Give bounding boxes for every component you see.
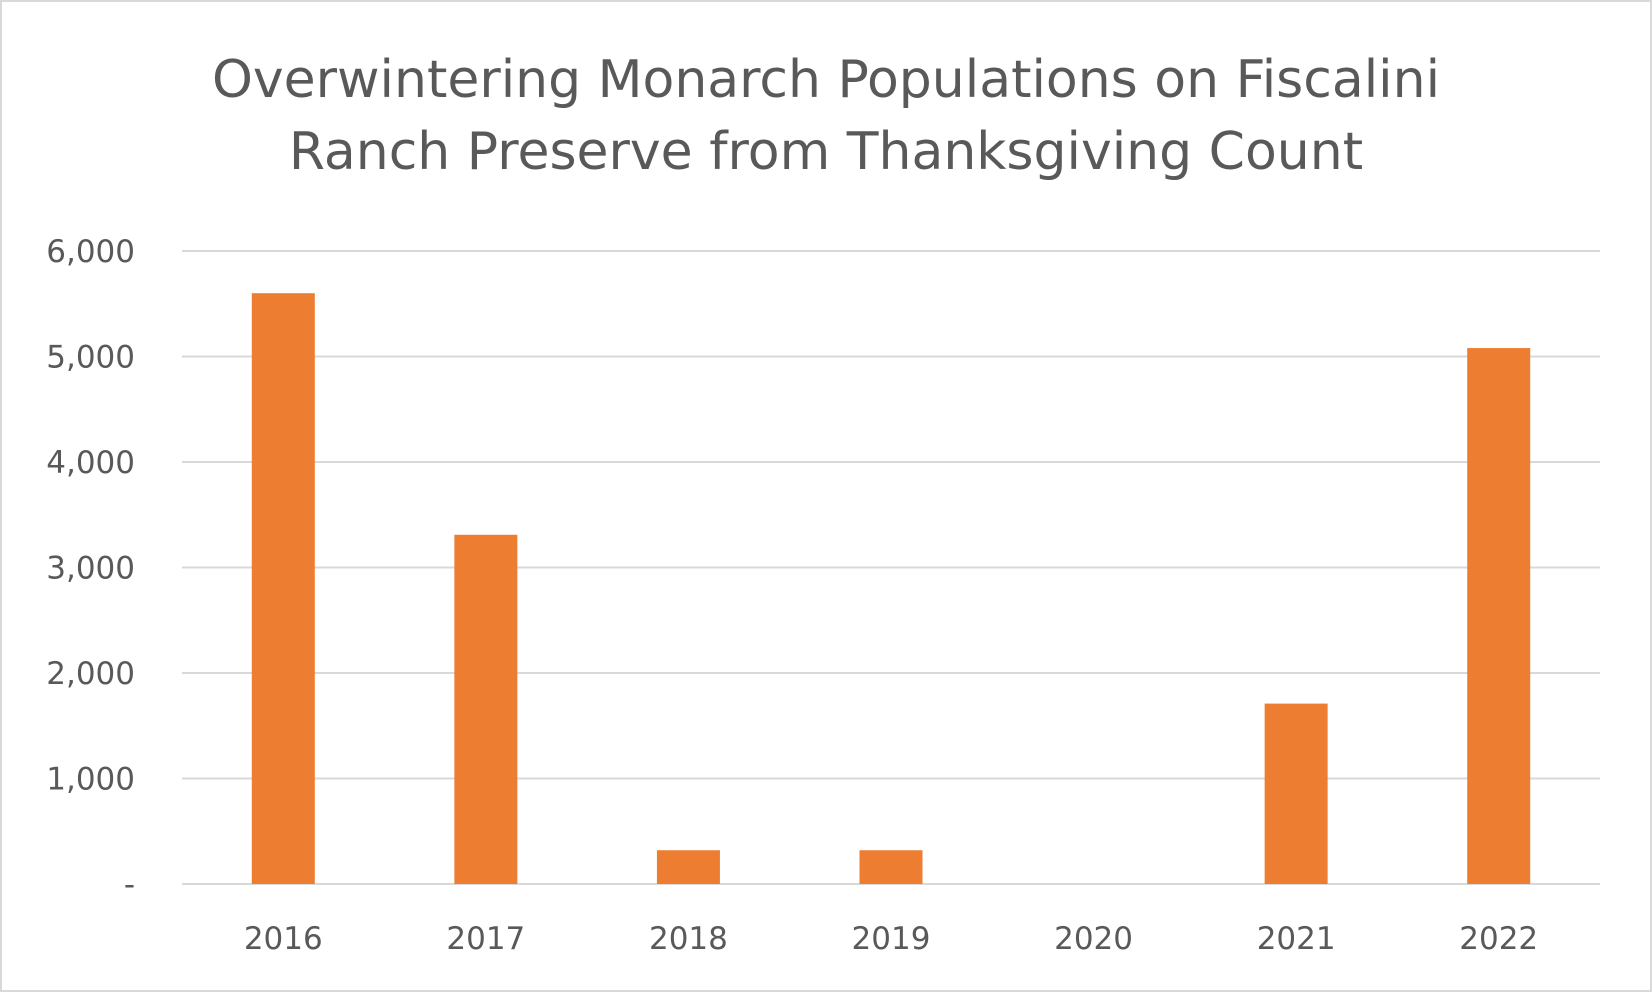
x-tick-label: 2017 [446, 921, 525, 957]
chart-title: Overwintering Monarch Populations on Fis… [212, 50, 1440, 182]
y-tick-label: 1,000 [46, 762, 135, 798]
x-tick-label: 2018 [649, 921, 728, 957]
x-tick-label: 2019 [852, 921, 931, 957]
x-tick-label: 2016 [244, 921, 323, 957]
x-axis-tick-labels: 2016 2017 2018 2019 2020 2021 2022 [244, 921, 1538, 957]
y-tick-label: - [124, 867, 135, 903]
x-tick-label: 2022 [1459, 921, 1538, 957]
bars [251, 293, 1531, 884]
bar-2022 [1467, 348, 1531, 884]
bar-2016 [251, 293, 315, 884]
y-tick-label: 2,000 [46, 656, 135, 692]
y-tick-label: 3,000 [46, 551, 135, 587]
chart-title-line-1: Overwintering Monarch Populations on Fis… [212, 50, 1440, 110]
bar-2021 [1264, 703, 1328, 884]
y-tick-label: 4,000 [46, 445, 135, 481]
y-axis-tick-labels: - 1,000 2,000 3,000 4,000 5,000 6,000 [46, 234, 135, 903]
x-tick-label: 2020 [1054, 921, 1133, 957]
chart-title-line-2: Ranch Preserve from Thanksgiving Count [289, 122, 1363, 182]
bar-2017 [454, 534, 518, 884]
gridlines [182, 250, 1600, 885]
bar-2018 [656, 850, 720, 884]
y-tick-label: 6,000 [46, 234, 135, 270]
x-tick-label: 2021 [1257, 921, 1336, 957]
y-tick-label: 5,000 [46, 340, 135, 376]
bar-2019 [859, 850, 923, 884]
